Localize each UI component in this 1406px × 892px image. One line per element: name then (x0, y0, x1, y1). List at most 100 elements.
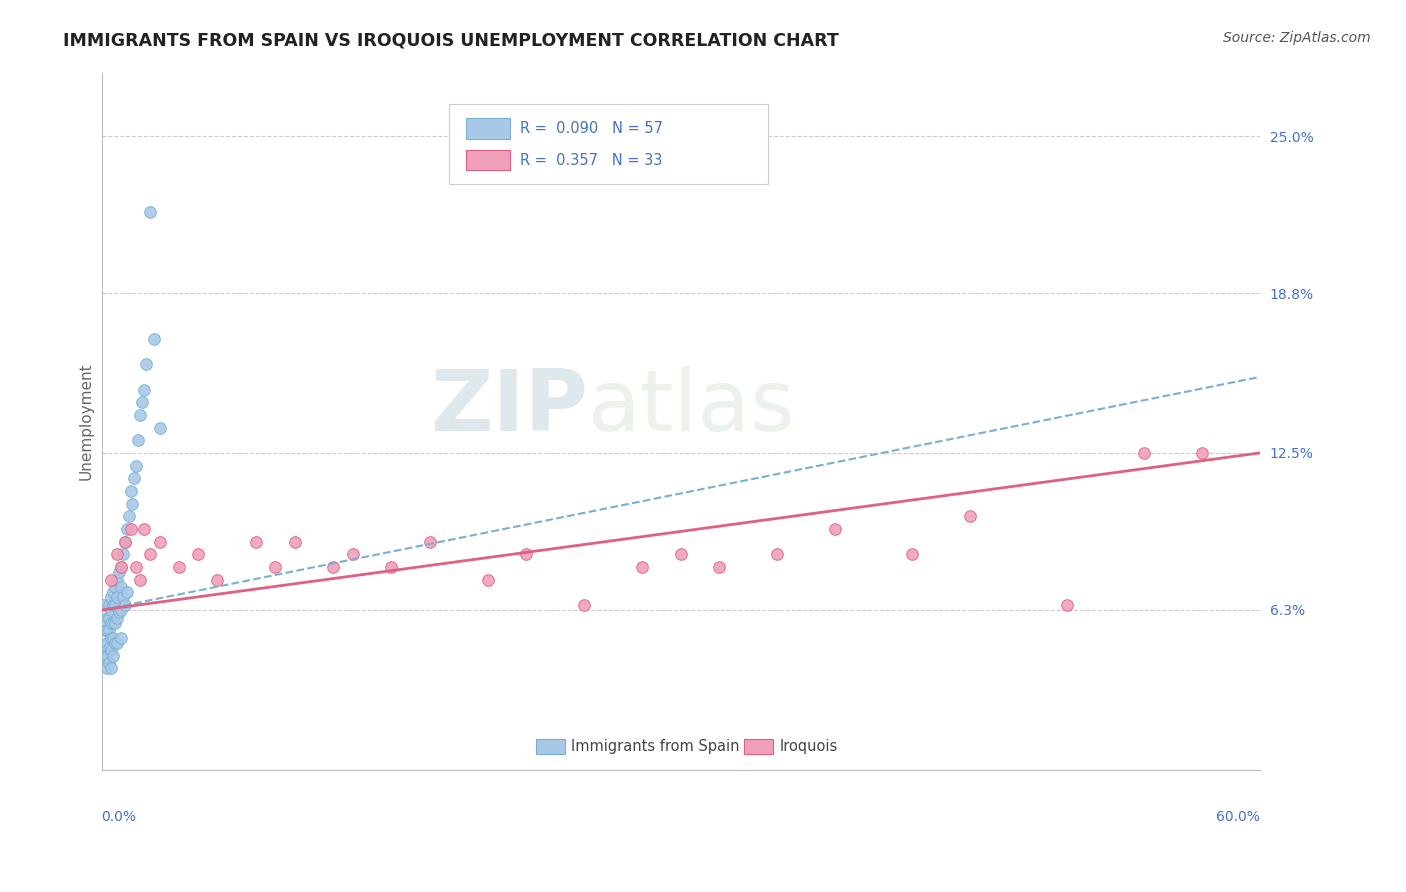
Point (380, 560, 402, 574)
Point (110, 560, 132, 574)
Point (94, 648, 117, 663)
Point (477, 573, 499, 587)
Bar (536, 739, 565, 755)
Point (120, 483, 142, 498)
Point (131, 395, 153, 409)
Point (322, 560, 344, 574)
Point (824, 522, 846, 536)
Point (108, 606, 131, 620)
Point (148, 420, 170, 434)
Point (104, 580, 127, 594)
Point (167, 560, 190, 574)
Point (187, 547, 209, 561)
Point (132, 522, 155, 536)
Point (342, 547, 364, 561)
Point (207, 573, 229, 587)
Text: R =  0.357   N = 33: R = 0.357 N = 33 (520, 153, 662, 168)
Bar (467, 150, 510, 170)
Point (98, 656, 121, 670)
Text: Iroquois: Iroquois (779, 739, 838, 754)
Bar (744, 739, 773, 755)
Point (98, 624, 121, 638)
Point (148, 534, 170, 549)
Point (1133, 446, 1156, 460)
Point (709, 560, 731, 574)
Point (139, 547, 162, 561)
Point (104, 636, 127, 650)
Point (103, 648, 125, 663)
Point (105, 591, 128, 605)
Point (105, 636, 128, 650)
Point (129, 573, 152, 587)
Point (124, 471, 146, 485)
Point (110, 580, 132, 594)
Point (96, 648, 118, 663)
Point (669, 547, 692, 561)
Point (110, 631, 132, 645)
Point (100, 573, 122, 587)
Point (574, 598, 596, 612)
Point (111, 591, 134, 605)
Point (93, 598, 115, 612)
Point (111, 547, 134, 561)
Point (1191, 446, 1213, 460)
Text: atlas: atlas (588, 366, 796, 449)
Point (132, 383, 155, 397)
Text: Source: ZipAtlas.com: Source: ZipAtlas.com (1223, 31, 1371, 45)
Point (129, 408, 152, 422)
Point (114, 534, 136, 549)
Point (419, 534, 441, 549)
Point (103, 631, 125, 645)
Point (631, 560, 654, 574)
Point (114, 598, 136, 612)
Text: Immigrants from Spain: Immigrants from Spain (571, 739, 740, 754)
Point (100, 661, 122, 675)
Point (98, 598, 121, 612)
Text: R =  0.090   N = 57: R = 0.090 N = 57 (520, 121, 662, 136)
Point (766, 547, 789, 561)
Point (98, 610, 121, 624)
Point (105, 547, 128, 561)
Point (103, 615, 125, 630)
Point (103, 585, 125, 599)
Point (104, 615, 127, 630)
Point (117, 509, 139, 524)
Point (94, 624, 117, 638)
Point (901, 547, 924, 561)
Point (120, 522, 142, 536)
Point (125, 560, 148, 574)
Point (105, 573, 128, 587)
Point (515, 547, 537, 561)
Point (100, 631, 122, 645)
Point (959, 509, 981, 524)
Text: 60.0%: 60.0% (1216, 810, 1260, 824)
Text: 0.0%: 0.0% (101, 810, 136, 824)
Point (121, 497, 143, 511)
Point (264, 560, 287, 574)
Point (115, 522, 138, 536)
Point (142, 332, 165, 346)
Point (98, 640, 121, 655)
Text: ZIP: ZIP (430, 366, 588, 449)
Point (100, 591, 122, 605)
Bar (467, 119, 510, 139)
FancyBboxPatch shape (449, 104, 768, 185)
Point (125, 458, 148, 473)
Point (1056, 598, 1078, 612)
Y-axis label: Unemployment: Unemployment (79, 362, 93, 480)
Point (100, 615, 122, 630)
Point (115, 585, 138, 599)
Point (284, 534, 307, 549)
Point (110, 560, 132, 574)
Point (135, 357, 157, 371)
Point (114, 534, 136, 549)
Point (105, 610, 128, 624)
Point (103, 598, 125, 612)
Text: IMMIGRANTS FROM SPAIN VS IROQUOIS UNEMPLOYMENT CORRELATION CHART: IMMIGRANTS FROM SPAIN VS IROQUOIS UNEMPL… (63, 31, 839, 49)
Point (139, 205, 162, 219)
Point (127, 434, 149, 448)
Point (100, 603, 122, 617)
Point (96, 624, 118, 638)
Point (110, 603, 132, 617)
Point (96, 636, 118, 650)
